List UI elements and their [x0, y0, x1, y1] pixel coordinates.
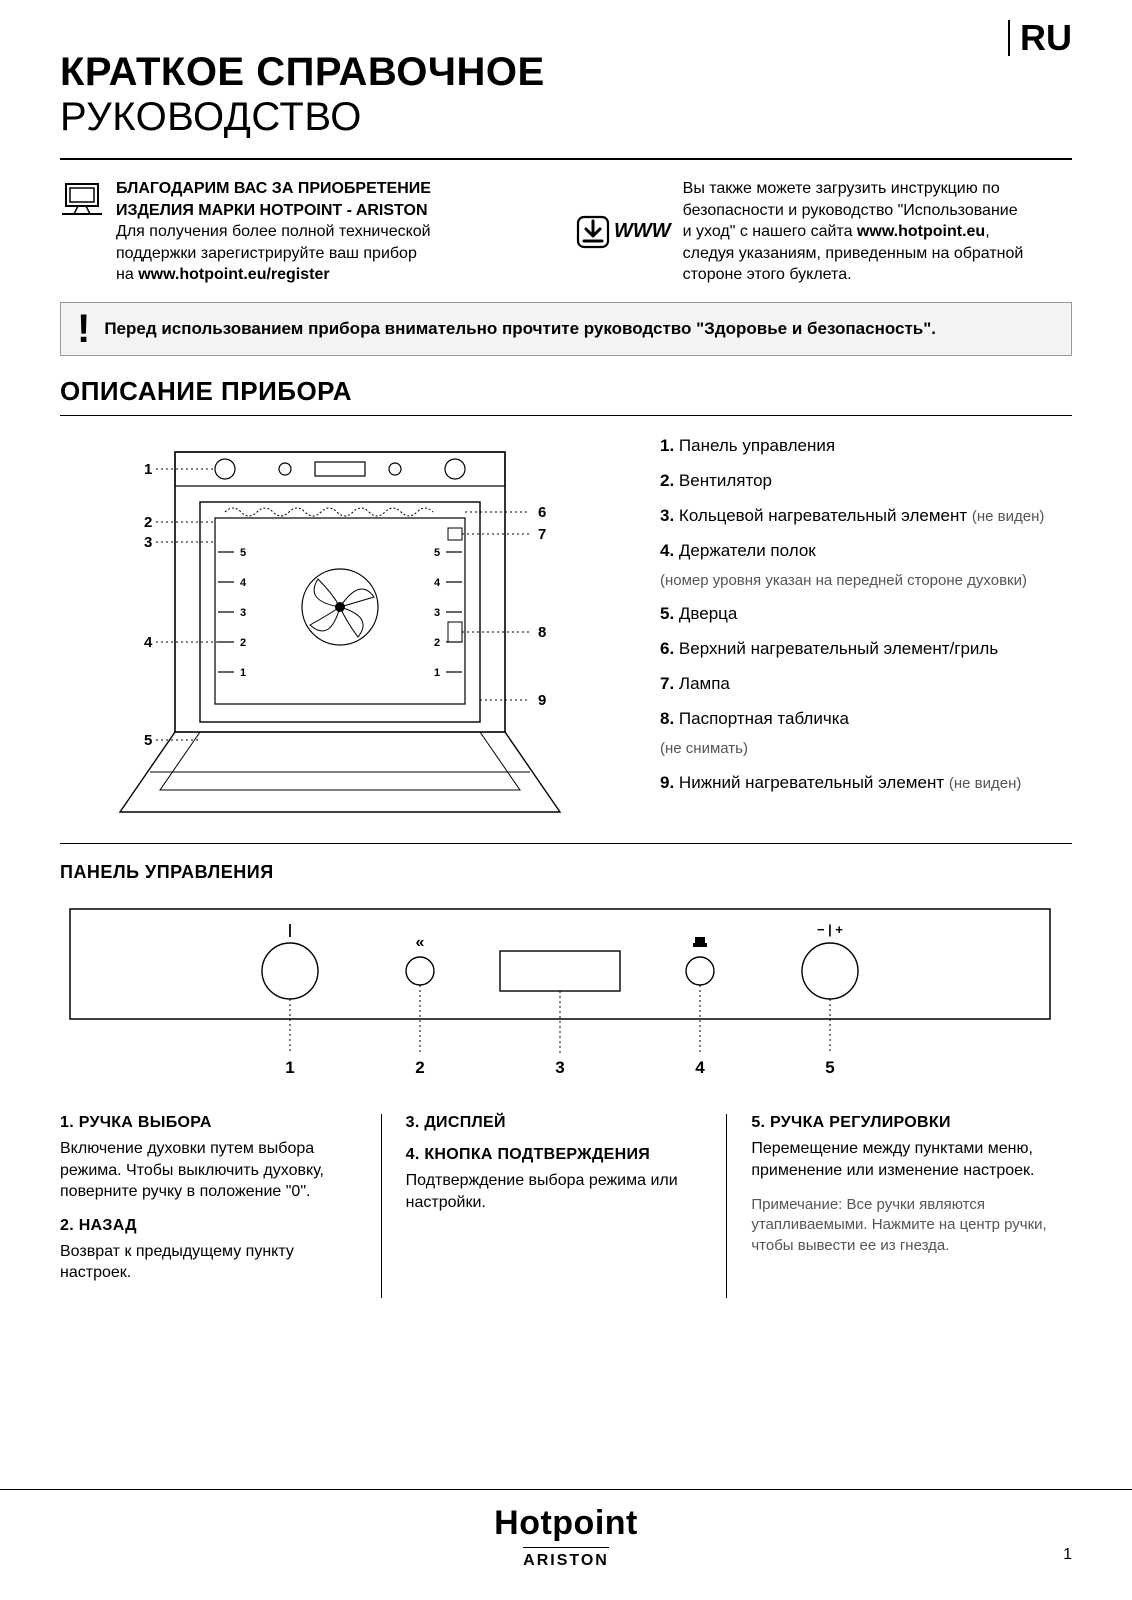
dl-line5: стороне этого буклета.	[683, 264, 1024, 286]
ctrl5-note: Примечание: Все ручки являются утапливае…	[751, 1195, 1048, 1256]
svg-text:1: 1	[144, 461, 152, 478]
device-legend: 1. Панель управления 2. Вентилятор 3. Ко…	[650, 432, 1072, 837]
download-icon: WWW	[576, 178, 671, 286]
svg-text:3: 3	[240, 607, 246, 619]
device-row: 5 4 3 2 1 5 4 3 2 1	[60, 432, 1072, 837]
intro-row: БЛАГОДАРИМ ВАС ЗА ПРИОБРЕТЕНИЕ ИЗДЕЛИЯ М…	[60, 178, 1072, 286]
register-link: www.hotpoint.eu/register	[138, 266, 329, 283]
register-line2: поддержки зарегистрируйте ваш прибор	[116, 243, 431, 265]
brand-hotpoint: Hotpoint	[0, 1504, 1132, 1543]
warning-box: ! Перед использованием прибора вниматель…	[60, 302, 1072, 356]
ctrl3-heading: 3. ДИСПЛЕЙ	[406, 1114, 703, 1132]
warning-icon: !	[77, 313, 90, 345]
legend-item: 4. Держатели полок(номер уровня указан н…	[660, 537, 1072, 595]
svg-text:8: 8	[538, 624, 546, 641]
svg-text:2: 2	[415, 1058, 424, 1077]
page-title: КРАТКОЕ СПРАВОЧНОЕ РУКОВОДСТВО	[60, 50, 1072, 140]
svg-text:5: 5	[434, 547, 440, 559]
svg-text:5: 5	[240, 547, 246, 559]
svg-text:3: 3	[144, 534, 152, 551]
svg-text:1: 1	[240, 667, 246, 679]
intro-left: БЛАГОДАРИМ ВАС ЗА ПРИОБРЕТЕНИЕ ИЗДЕЛИЯ М…	[60, 178, 556, 286]
computer-icon	[60, 178, 104, 286]
intro-right: WWW Вы также можете загрузить инструкцию…	[576, 178, 1072, 286]
svg-text:4: 4	[144, 634, 153, 651]
ctrl5-text: Перемещение между пунктами меню, примене…	[751, 1138, 1048, 1181]
svg-text:2: 2	[434, 637, 440, 649]
thanks-line2: ИЗДЕЛИЯ МАРКИ HOTPOINT - ARISTON	[116, 200, 431, 222]
legend-item: 3. Кольцевой нагревательный элемент (не …	[660, 502, 1072, 531]
title-line2: РУКОВОДСТВО	[60, 95, 1072, 140]
ctrl5-heading: 5. РУЧКА РЕГУЛИРОВКИ	[751, 1114, 1048, 1132]
intro-left-text: БЛАГОДАРИМ ВАС ЗА ПРИОБРЕТЕНИЕ ИЗДЕЛИЯ М…	[116, 178, 431, 286]
warning-text: Перед использованием прибора внимательно…	[104, 319, 936, 339]
site-link: www.hotpoint.eu	[857, 223, 985, 240]
section-device-title: ОПИСАНИЕ ПРИБОРА	[60, 376, 1072, 407]
ctrl1-text: Включение духовки путем выбора режима. Ч…	[60, 1138, 357, 1203]
svg-text:3: 3	[434, 607, 440, 619]
legend-item: 7. Лампа	[660, 670, 1072, 699]
footer: Hotpoint ARISTON	[0, 1489, 1132, 1570]
brand-ariston: ARISTON	[523, 1547, 609, 1570]
ctrl1-heading: 1. РУЧКА ВЫБОРА	[60, 1114, 357, 1132]
svg-text:4: 4	[434, 577, 441, 589]
col1: 1. РУЧКА ВЫБОРА Включение духовки путем …	[60, 1114, 381, 1298]
svg-text:1: 1	[434, 667, 440, 679]
legend-item: 5. Дверца	[660, 600, 1072, 629]
ctrl4-text: Подтверждение выбора режима или настройк…	[406, 1170, 703, 1213]
svg-text:9: 9	[538, 692, 546, 709]
control-panel-diagram: | « − | + 1 2 3 4 5	[60, 899, 1072, 1084]
svg-text:6: 6	[538, 504, 546, 521]
svg-text:3: 3	[555, 1058, 564, 1077]
col2: 3. ДИСПЛЕЙ 4. КНОПКА ПОДТВЕРЖДЕНИЯ Подтв…	[381, 1114, 727, 1298]
svg-text:5: 5	[825, 1058, 834, 1077]
divider	[60, 415, 1072, 416]
register-line3: на www.hotpoint.eu/register	[116, 264, 431, 286]
svg-text:4: 4	[240, 577, 247, 589]
ctrl2-heading: 2. НАЗАД	[60, 1217, 357, 1235]
legend-item: 8. Паспортная табличка(не снимать)	[660, 705, 1072, 763]
legend-item: 9. Нижний нагревательный элемент (не вид…	[660, 769, 1072, 798]
divider	[60, 158, 1072, 160]
dl-line3: и уход" с нашего сайта www.hotpoint.eu,	[683, 221, 1024, 243]
svg-text:2: 2	[240, 637, 246, 649]
svg-text:5: 5	[144, 732, 152, 749]
language-badge: RU	[1008, 20, 1072, 56]
legend-item: 1. Панель управления	[660, 432, 1072, 461]
dl-line1: Вы также можете загрузить инструкцию по	[683, 178, 1024, 200]
dl-line2: безопасности и руководство "Использовани…	[683, 200, 1024, 222]
svg-text:− | +: − | +	[817, 922, 843, 937]
legend-item: 6. Верхний нагревательный элемент/гриль	[660, 635, 1072, 664]
ctrl2-text: Возврат к предыдущему пункту настроек.	[60, 1241, 357, 1284]
subsection-panel-title: ПАНЕЛЬ УПРАВЛЕНИЯ	[60, 862, 1072, 883]
svg-text:1: 1	[285, 1058, 294, 1077]
svg-text:«: «	[416, 934, 425, 951]
ctrl4-heading: 4. КНОПКА ПОДТВЕРЖДЕНИЯ	[406, 1146, 703, 1164]
svg-text:7: 7	[538, 526, 546, 543]
controls-columns: 1. РУЧКА ВЫБОРА Включение духовки путем …	[60, 1114, 1072, 1298]
divider	[60, 843, 1072, 844]
oven-diagram: 5 4 3 2 1 5 4 3 2 1	[60, 432, 620, 837]
svg-text:2: 2	[144, 514, 152, 531]
register-line1: Для получения более полной технической	[116, 221, 431, 243]
svg-text:4: 4	[695, 1058, 705, 1077]
page-number: 1	[1063, 1546, 1072, 1564]
intro-right-text: Вы также можете загрузить инструкцию по …	[683, 178, 1024, 286]
dl-line4: следуя указаниям, приведенным на обратно…	[683, 243, 1024, 265]
thanks-line1: БЛАГОДАРИМ ВАС ЗА ПРИОБРЕТЕНИЕ	[116, 178, 431, 200]
col3: 5. РУЧКА РЕГУЛИРОВКИ Перемещение между п…	[726, 1114, 1072, 1298]
www-label: WWW	[614, 220, 671, 243]
legend-item: 2. Вентилятор	[660, 467, 1072, 496]
svg-text:|: |	[288, 921, 292, 937]
title-line1: КРАТКОЕ СПРАВОЧНОЕ	[60, 50, 1072, 95]
